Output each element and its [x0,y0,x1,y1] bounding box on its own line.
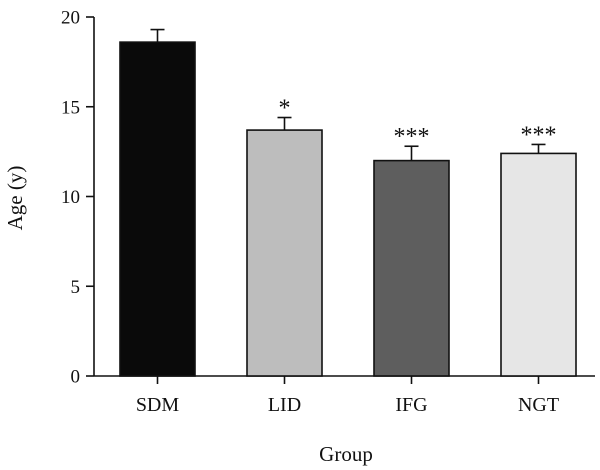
bar-ifg [373,159,450,377]
x-category-label: SDM [136,394,180,416]
y-axis: 0 5 10 15 20 [61,8,95,388]
x-axis: SDM LID IFG NGT [94,375,595,416]
x-category-label: IFG [395,394,427,416]
bar-ngt [500,152,577,377]
y-tick-label: 15 [61,97,80,118]
y-axis-title: Age (y) [3,166,27,231]
significance-marker: *** [394,124,430,150]
x-category-label: LID [268,394,301,416]
y-tick-label: 20 [61,8,80,29]
significance-marker: *** [521,122,557,148]
y-tick-label: 5 [71,277,81,298]
y-tick-label: 10 [61,187,80,208]
y-tick-label: 0 [71,367,81,388]
bar-sdm [119,41,196,377]
bar-lid [246,129,323,377]
bars: **** *** [119,28,577,377]
significance-marker: * [279,96,291,122]
x-category-label: NGT [518,394,559,416]
x-axis-title: Group [319,442,373,466]
